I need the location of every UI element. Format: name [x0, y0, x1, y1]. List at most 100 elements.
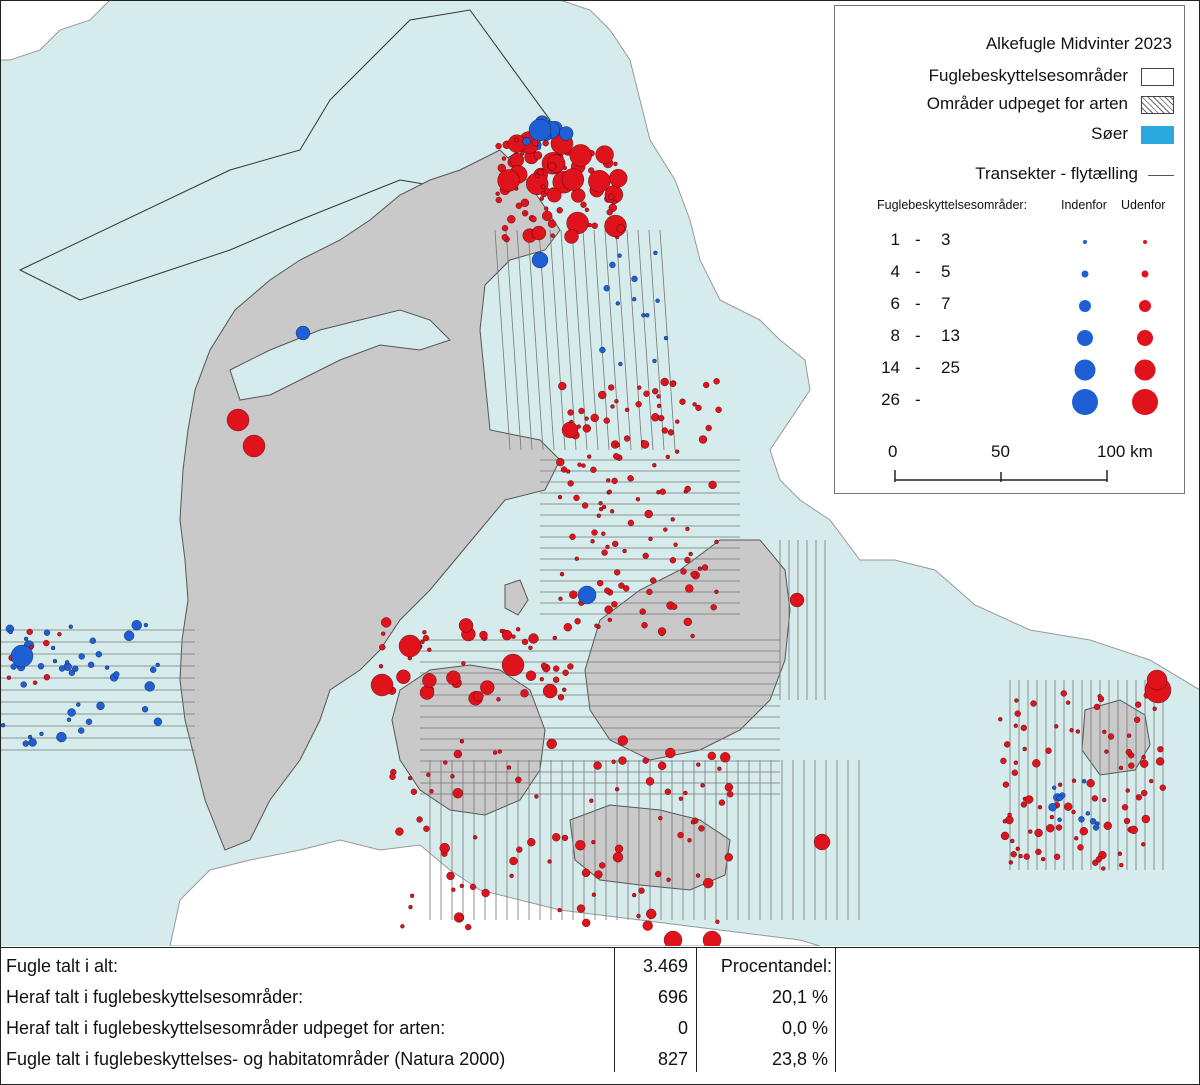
- observation-dot-outside[interactable]: [720, 752, 731, 763]
- observation-dot-outside[interactable]: [422, 673, 437, 688]
- observation-dot-outside[interactable]: [469, 883, 477, 891]
- observation-dot-outside[interactable]: [515, 202, 523, 209]
- observation-dot-inside[interactable]: [141, 706, 149, 713]
- observation-dot-outside[interactable]: [576, 904, 586, 913]
- observation-dot-outside[interactable]: [528, 633, 539, 644]
- observation-dot-outside[interactable]: [608, 384, 615, 391]
- observation-dot-outside[interactable]: [561, 834, 569, 842]
- observation-dot-outside[interactable]: [450, 774, 455, 779]
- observation-dot-outside[interactable]: [558, 596, 563, 601]
- observation-dot-outside[interactable]: [606, 478, 611, 483]
- observation-dot-outside[interactable]: [611, 477, 618, 485]
- observation-dot-inside[interactable]: [143, 622, 149, 628]
- observation-dot-outside[interactable]: [540, 662, 548, 669]
- observation-dot-outside[interactable]: [562, 669, 569, 676]
- observation-dots[interactable]: [0, 115, 1172, 946]
- observation-dot-outside[interactable]: [1157, 746, 1164, 753]
- observation-dot-outside[interactable]: [1079, 827, 1088, 836]
- observation-dot-outside[interactable]: [1141, 842, 1146, 847]
- observation-dot-inside[interactable]: [67, 708, 76, 717]
- observation-dot-outside[interactable]: [497, 749, 502, 754]
- observation-dot-outside[interactable]: [1024, 795, 1034, 804]
- observation-dot-outside[interactable]: [520, 151, 525, 156]
- observation-dot-outside[interactable]: [1159, 784, 1166, 791]
- observation-dot-outside[interactable]: [501, 156, 507, 161]
- observation-dot-outside[interactable]: [1013, 723, 1018, 728]
- observation-dot-outside[interactable]: [1020, 724, 1027, 732]
- observation-dot-outside[interactable]: [646, 908, 657, 920]
- observation-dot-outside[interactable]: [663, 930, 683, 946]
- observation-dot-outside[interactable]: [32, 680, 38, 685]
- observation-dot-outside[interactable]: [534, 173, 540, 178]
- observation-dot-outside[interactable]: [426, 772, 431, 777]
- observation-dot-outside[interactable]: [481, 888, 490, 898]
- observation-dot-outside[interactable]: [715, 919, 720, 924]
- observation-dot-outside[interactable]: [381, 631, 386, 636]
- observation-dot-outside[interactable]: [453, 749, 463, 759]
- observation-dot-outside[interactable]: [1013, 760, 1018, 765]
- observation-dot-outside[interactable]: [459, 883, 465, 889]
- observation-dot-outside[interactable]: [473, 691, 484, 702]
- observation-dot-inside[interactable]: [43, 629, 51, 636]
- observation-dot-outside[interactable]: [1119, 862, 1124, 868]
- observation-dot-outside[interactable]: [644, 509, 653, 519]
- observation-dot-outside[interactable]: [1102, 729, 1107, 735]
- observation-dot-inside[interactable]: [64, 660, 70, 665]
- observation-dot-outside[interactable]: [389, 773, 396, 780]
- observation-dot-outside[interactable]: [727, 791, 734, 798]
- observation-dot-outside[interactable]: [680, 568, 687, 575]
- observation-dot-outside[interactable]: [515, 776, 522, 783]
- observation-dot-outside[interactable]: [544, 206, 549, 211]
- observation-dot-outside[interactable]: [1086, 779, 1095, 788]
- observation-dot-outside[interactable]: [560, 466, 568, 473]
- observation-dot-inside[interactable]: [615, 301, 620, 306]
- observation-dot-inside[interactable]: [96, 701, 105, 711]
- observation-dot-outside[interactable]: [650, 577, 657, 584]
- observation-dot-outside[interactable]: [1125, 788, 1130, 793]
- observation-dot-inside[interactable]: [617, 253, 622, 258]
- observation-dot-outside[interactable]: [542, 210, 553, 222]
- observation-dot-outside[interactable]: [618, 582, 625, 589]
- observation-dot-outside[interactable]: [542, 683, 558, 699]
- observation-dot-outside[interactable]: [661, 427, 668, 434]
- observation-dot-inside[interactable]: [653, 250, 658, 256]
- observation-dot-outside[interactable]: [398, 634, 422, 658]
- observation-dot-outside[interactable]: [528, 645, 533, 650]
- observation-dot-outside[interactable]: [533, 151, 543, 160]
- observation-dot-outside[interactable]: [603, 417, 610, 424]
- observation-dot-outside[interactable]: [550, 233, 555, 238]
- observation-dot-outside[interactable]: [1126, 733, 1132, 738]
- observation-dot-outside[interactable]: [1000, 757, 1007, 765]
- observation-dot-outside[interactable]: [610, 404, 615, 409]
- observation-dot-outside[interactable]: [1091, 795, 1099, 802]
- observation-dot-inside[interactable]: [89, 637, 96, 644]
- observation-dot-outside[interactable]: [539, 677, 544, 682]
- observation-dot-outside[interactable]: [499, 628, 504, 634]
- observation-dot-outside[interactable]: [584, 416, 589, 421]
- observation-dot-outside[interactable]: [588, 167, 595, 174]
- observation-dot-outside[interactable]: [452, 788, 463, 799]
- observation-dot-outside[interactable]: [6, 675, 12, 680]
- observation-dot-inside[interactable]: [1057, 817, 1062, 822]
- observation-dot-inside[interactable]: [609, 261, 616, 269]
- observation-dot-outside[interactable]: [569, 533, 576, 540]
- observation-dot-outside[interactable]: [527, 838, 536, 847]
- observation-dot-inside[interactable]: [56, 731, 67, 743]
- observation-dot-outside[interactable]: [678, 796, 684, 801]
- observation-dot-outside[interactable]: [695, 404, 702, 412]
- observation-dot-inside[interactable]: [603, 285, 610, 292]
- observation-dot-outside[interactable]: [416, 816, 423, 823]
- observation-dot-outside[interactable]: [429, 789, 434, 794]
- observation-dot-inside[interactable]: [1092, 824, 1100, 831]
- observation-dot-inside[interactable]: [104, 665, 110, 670]
- observation-dot-inside[interactable]: [72, 665, 79, 672]
- observation-dot-outside[interactable]: [439, 842, 450, 854]
- observation-dot-inside[interactable]: [1056, 794, 1063, 802]
- observation-dot-outside[interactable]: [396, 669, 411, 684]
- observation-dot-outside[interactable]: [666, 877, 671, 882]
- observation-dot-inside[interactable]: [599, 346, 606, 354]
- observation-dot-outside[interactable]: [1141, 789, 1148, 797]
- observation-dot-outside[interactable]: [1149, 778, 1154, 784]
- observation-dot-outside[interactable]: [677, 831, 684, 839]
- observation-dot-inside[interactable]: [50, 645, 56, 651]
